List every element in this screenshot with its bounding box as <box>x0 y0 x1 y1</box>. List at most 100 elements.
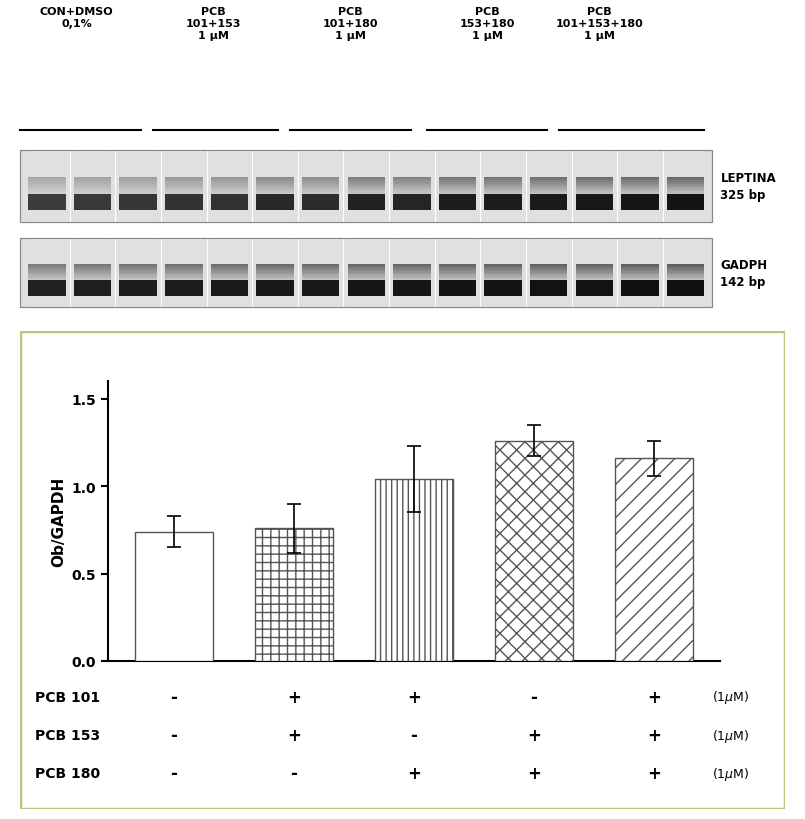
Bar <box>135 532 213 661</box>
Bar <box>28 265 66 266</box>
Bar <box>621 274 658 275</box>
Bar <box>74 192 111 193</box>
Bar <box>74 195 111 210</box>
Bar <box>302 239 340 308</box>
Bar <box>348 239 385 308</box>
Bar <box>28 277 66 278</box>
Bar <box>348 268 385 269</box>
Bar <box>119 271 157 274</box>
Bar <box>667 239 704 308</box>
Bar <box>211 190 248 192</box>
Bar <box>439 187 477 188</box>
Bar <box>74 268 111 269</box>
Bar <box>485 275 522 277</box>
Bar <box>439 278 477 280</box>
Bar <box>621 277 658 278</box>
Bar <box>576 193 613 196</box>
Bar <box>348 266 385 268</box>
Bar <box>621 190 658 192</box>
Bar <box>393 188 431 190</box>
Bar <box>165 187 203 188</box>
Bar <box>74 277 111 278</box>
Bar <box>20 239 712 308</box>
Bar <box>28 195 66 210</box>
Y-axis label: Ob/GAPDH: Ob/GAPDH <box>51 477 66 567</box>
Bar <box>119 196 157 197</box>
Bar <box>393 265 431 266</box>
Text: PCB 153: PCB 153 <box>35 728 101 742</box>
Bar <box>485 192 522 193</box>
Bar <box>530 278 568 280</box>
Bar <box>211 179 248 181</box>
Bar <box>621 192 658 193</box>
Bar <box>119 269 157 271</box>
Text: -: - <box>530 688 538 706</box>
Bar <box>393 280 431 282</box>
Bar <box>439 269 477 271</box>
Bar <box>256 282 294 283</box>
Bar <box>485 239 522 308</box>
Bar <box>667 275 704 277</box>
Bar <box>485 178 522 179</box>
Bar <box>348 151 385 223</box>
Bar <box>256 196 294 197</box>
Bar <box>576 277 613 278</box>
Bar <box>302 181 340 183</box>
Bar <box>667 195 704 210</box>
Bar <box>621 269 658 271</box>
Bar <box>302 282 340 283</box>
Bar <box>28 193 66 196</box>
Bar <box>211 271 248 274</box>
Bar <box>667 277 704 278</box>
Bar <box>667 278 704 280</box>
Bar <box>667 190 704 192</box>
Bar <box>530 266 568 268</box>
Bar <box>211 193 248 196</box>
Bar <box>576 268 613 269</box>
Bar <box>28 283 66 285</box>
Bar <box>119 192 157 193</box>
Bar <box>667 271 704 274</box>
Bar <box>211 280 248 282</box>
Bar <box>28 278 66 280</box>
Bar <box>530 178 568 179</box>
Bar <box>621 179 658 181</box>
Bar <box>393 274 431 275</box>
Bar <box>165 193 203 196</box>
Bar <box>576 178 613 179</box>
Bar <box>302 192 340 193</box>
Bar <box>393 283 431 285</box>
Bar <box>621 195 658 210</box>
Bar <box>256 277 294 278</box>
Bar <box>485 280 522 282</box>
Bar <box>256 281 294 296</box>
Bar <box>302 281 340 296</box>
Bar <box>256 178 294 179</box>
Bar <box>621 280 658 282</box>
Bar <box>256 190 294 192</box>
Bar <box>119 277 157 278</box>
Bar <box>74 188 111 190</box>
Bar <box>530 281 568 296</box>
Bar <box>256 193 294 196</box>
Bar <box>439 268 477 269</box>
Bar <box>439 280 477 282</box>
Bar <box>256 195 294 210</box>
Bar <box>576 179 613 181</box>
Bar <box>576 265 613 266</box>
Bar <box>28 190 66 192</box>
Bar <box>348 275 385 277</box>
Bar <box>28 179 66 181</box>
Bar <box>530 274 568 275</box>
Bar <box>621 193 658 196</box>
Bar <box>439 192 477 193</box>
Bar <box>667 193 704 196</box>
Bar <box>667 282 704 283</box>
Text: +: + <box>647 764 661 782</box>
Bar <box>393 196 431 197</box>
Bar <box>393 268 431 269</box>
Bar <box>485 197 522 199</box>
Bar <box>485 193 522 196</box>
Bar <box>211 268 248 269</box>
Bar <box>667 151 704 223</box>
